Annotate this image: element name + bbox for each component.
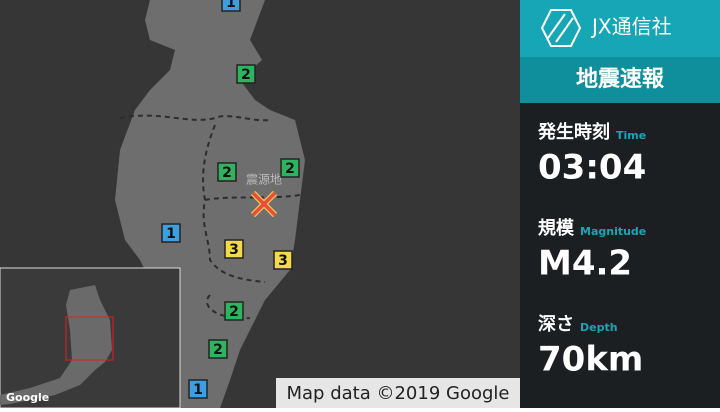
intensity-label: 2 xyxy=(241,67,251,83)
info-value: 70km xyxy=(538,340,643,380)
intensity-box xyxy=(280,158,300,178)
intensity-label: 2 xyxy=(285,161,295,177)
title: 地震速報 xyxy=(576,66,665,92)
border xyxy=(119,114,271,122)
intensity-box xyxy=(217,162,237,182)
intensity-box xyxy=(188,379,208,399)
epicenter-x xyxy=(251,191,277,217)
info-label: 深さ xyxy=(538,313,574,335)
intensity-box xyxy=(161,223,181,243)
intensity-label: 3 xyxy=(278,253,288,269)
attribution-bg xyxy=(276,378,520,408)
title-bar xyxy=(520,57,720,103)
epicenter-mark xyxy=(250,190,278,218)
intensity-box xyxy=(236,64,256,84)
inset-region xyxy=(65,316,114,361)
intensity-box xyxy=(224,301,244,321)
info-value: 03:04 xyxy=(538,148,646,188)
info-value: M4.2 xyxy=(538,244,632,284)
info-sublabel: Depth xyxy=(580,321,618,334)
logo-icon xyxy=(540,9,582,47)
epicenter-label: 震源地 xyxy=(246,173,282,187)
intensity-label: 3 xyxy=(229,242,239,258)
intensity-markers: 1 2 2 2 1 3 3 2 2 1 xyxy=(161,0,300,399)
inset-map: Google xyxy=(0,267,181,409)
info-label: 規模 xyxy=(538,217,575,239)
logo-stroke xyxy=(547,13,566,39)
land xyxy=(115,0,305,408)
logo-stroke xyxy=(555,17,574,43)
info-list: 発生時刻 Time 03:04 規模 Magnitude M4.2 深さ Depth 70km xyxy=(537,121,646,380)
intensity-box xyxy=(273,250,293,270)
intensity-label: 1 xyxy=(166,226,176,242)
logo-hex xyxy=(540,9,582,47)
info-sublabel: Time xyxy=(616,129,646,142)
info-label: 発生時刻 xyxy=(537,121,610,143)
intensity-label: 2 xyxy=(229,304,239,320)
info-sublabel: Magnitude xyxy=(580,225,646,238)
intensity-label: 1 xyxy=(193,382,203,398)
intensity-label: 1 xyxy=(226,0,236,11)
intensity-label: 2 xyxy=(222,165,232,181)
inset-land xyxy=(0,285,112,405)
border xyxy=(202,124,266,283)
intensity-label: 2 xyxy=(213,342,223,358)
google-logo: Google xyxy=(6,391,49,404)
attribution: Map data ©2019 Google xyxy=(287,383,510,404)
intensity-box xyxy=(208,339,228,359)
intensity-box xyxy=(224,239,244,259)
logo-text: JX通信社 xyxy=(590,15,672,39)
border xyxy=(204,194,301,201)
intensity-box xyxy=(221,0,241,12)
